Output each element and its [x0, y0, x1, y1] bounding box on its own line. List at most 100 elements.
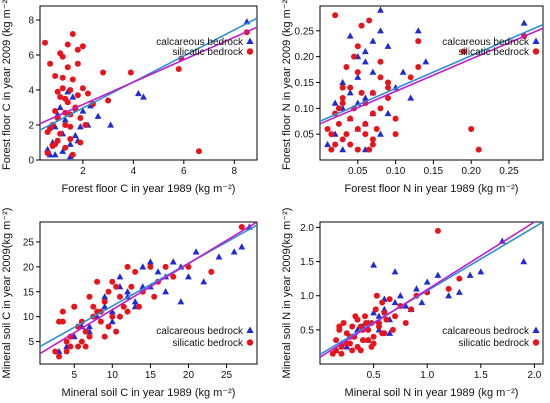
silicatic-point	[67, 123, 74, 130]
silicatic-point	[408, 306, 415, 313]
silicatic-point	[75, 343, 82, 350]
calcareous-point	[399, 68, 407, 75]
calcareous-point	[397, 292, 404, 299]
silicatic-point	[67, 343, 74, 350]
silicatic-point	[389, 326, 396, 333]
blue-regression-line	[320, 23, 543, 122]
calcareous-point	[520, 257, 528, 265]
silicatic-point	[347, 115, 354, 122]
silicatic-point	[69, 151, 76, 158]
silicatic-point	[339, 136, 346, 143]
calcareous-point	[71, 131, 79, 139]
calcareous-point	[414, 27, 422, 34]
silicatic-point	[113, 283, 120, 290]
x-tick-label: 0.25	[499, 166, 519, 177]
silicatic-point	[475, 146, 482, 153]
silicatic-point	[354, 125, 361, 132]
y-tick-label: 0.10	[295, 104, 315, 115]
silicatic-point	[373, 125, 380, 132]
silicatic-point	[349, 347, 356, 354]
plot-area	[320, 6, 543, 153]
x-tick-label: 15	[145, 370, 157, 381]
calcareous-point	[51, 151, 59, 158]
calcareous-point	[215, 253, 223, 260]
plot-frame	[319, 5, 544, 161]
legend-marker-silicatic	[246, 339, 254, 346]
y-tick-label: 10	[23, 312, 35, 323]
calcareous-point	[361, 47, 369, 55]
silicatic-point	[415, 38, 422, 45]
y-tick-label: 0.15	[295, 78, 315, 89]
magenta-regression-line	[320, 27, 543, 125]
silicatic-point	[354, 343, 361, 350]
silicatic-point	[369, 141, 376, 148]
calcareous-point	[94, 112, 102, 119]
silicatic-point	[64, 41, 71, 48]
calcareous-point	[354, 73, 362, 80]
silicatic-point	[381, 330, 388, 337]
y-tick-label: 1.0	[300, 291, 314, 302]
silicatic-point	[109, 313, 116, 320]
legend-marker-calcareous	[246, 37, 254, 44]
silicatic-point	[79, 85, 86, 92]
silicatic-point	[339, 94, 346, 101]
silicatic-point	[377, 105, 384, 112]
silicatic-point	[56, 318, 63, 325]
silicatic-point	[357, 323, 364, 330]
silicatic-point	[354, 146, 361, 153]
silicatic-point	[105, 97, 112, 104]
silicatic-point	[97, 318, 104, 325]
silicatic-point	[52, 108, 59, 114]
calcareous-point	[108, 308, 116, 315]
calcareous-point	[76, 123, 84, 130]
x-tick-label: 20	[183, 370, 195, 381]
silicatic-point	[328, 131, 335, 138]
silicatic-point	[328, 146, 335, 153]
silicatic-point	[324, 125, 331, 132]
silicatic-point	[56, 353, 63, 360]
silicatic-point	[74, 60, 81, 67]
silicatic-point	[456, 275, 463, 282]
silicatic-point	[349, 323, 356, 330]
silicatic-point	[332, 12, 339, 19]
calcareous-point	[135, 89, 142, 97]
calcareous-point	[101, 293, 109, 300]
calcareous-point	[331, 99, 339, 106]
calcareous-point	[384, 109, 392, 117]
silicatic-point	[82, 328, 89, 335]
silicatic-point	[90, 303, 97, 310]
silicatic-point	[84, 90, 91, 97]
silicatic-point	[77, 139, 84, 146]
calcareous-point	[361, 58, 369, 65]
legend-label-calcareous: calcareous bedrock	[156, 37, 244, 48]
silicatic-point	[78, 338, 85, 345]
y-tick-label: 25	[23, 237, 35, 248]
silicatic-point	[135, 303, 142, 310]
silicatic-point	[362, 313, 369, 320]
calcareous-point	[69, 93, 77, 100]
y-axis-label: Forest floor C in year 2009 (kg m⁻²)	[1, 0, 13, 170]
plot-frame	[39, 5, 258, 161]
silicatic-point	[402, 320, 409, 327]
silicatic-point	[362, 120, 369, 127]
silicatic-point	[392, 313, 399, 320]
silicatic-point	[71, 303, 78, 310]
silicatic-point	[392, 115, 399, 122]
calcareous-point	[370, 309, 378, 316]
x-tick-label: 0.05	[348, 166, 368, 177]
silicatic-point	[147, 263, 154, 270]
silicatic-point	[383, 316, 390, 323]
calcareous-point	[402, 302, 410, 309]
x-tick-label: 0.5	[367, 370, 381, 381]
calcareous-point	[361, 94, 369, 101]
calcareous-point	[177, 298, 185, 305]
silicatic-point	[385, 79, 392, 86]
calcareous-point	[346, 32, 354, 39]
silicatic-point	[79, 43, 86, 50]
legend-label-silicatic: silicatic bedrock	[458, 338, 530, 349]
calcareous-point	[466, 271, 474, 278]
calcareous-point	[339, 146, 347, 153]
silicatic-point	[343, 131, 350, 138]
calcareous-point	[377, 27, 384, 34]
silicatic-point	[120, 303, 127, 310]
